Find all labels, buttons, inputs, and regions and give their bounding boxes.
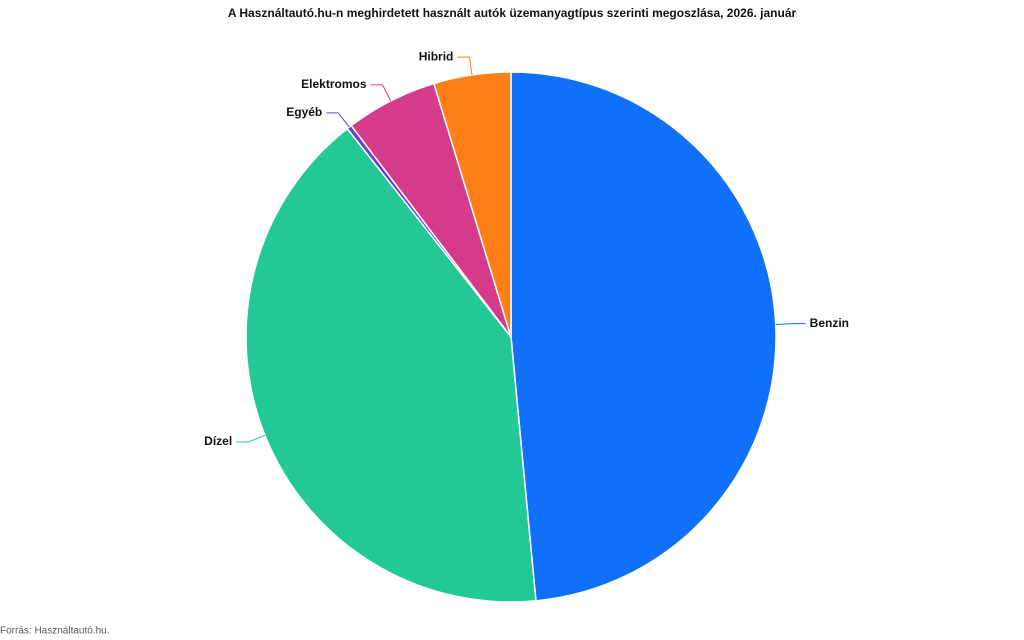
slice-label: Dízel [204, 434, 232, 448]
slice-label: Benzin [810, 316, 849, 330]
leader-line [457, 56, 473, 75]
slice-label: Egyéb [286, 105, 322, 119]
slice-label: Elektromos [301, 77, 367, 91]
slice-label: Hibrid [419, 49, 454, 63]
chart-title: A Használtautó.hu-n meghirdetett használ… [228, 6, 797, 20]
leader-line [326, 112, 350, 128]
source-note: Forrás: Használtautó.hu. [0, 626, 110, 637]
leader-line [236, 434, 266, 443]
pie-slice [245, 127, 537, 603]
leader-line [370, 84, 392, 102]
leader-line [775, 323, 806, 326]
pie-slice [510, 71, 777, 602]
